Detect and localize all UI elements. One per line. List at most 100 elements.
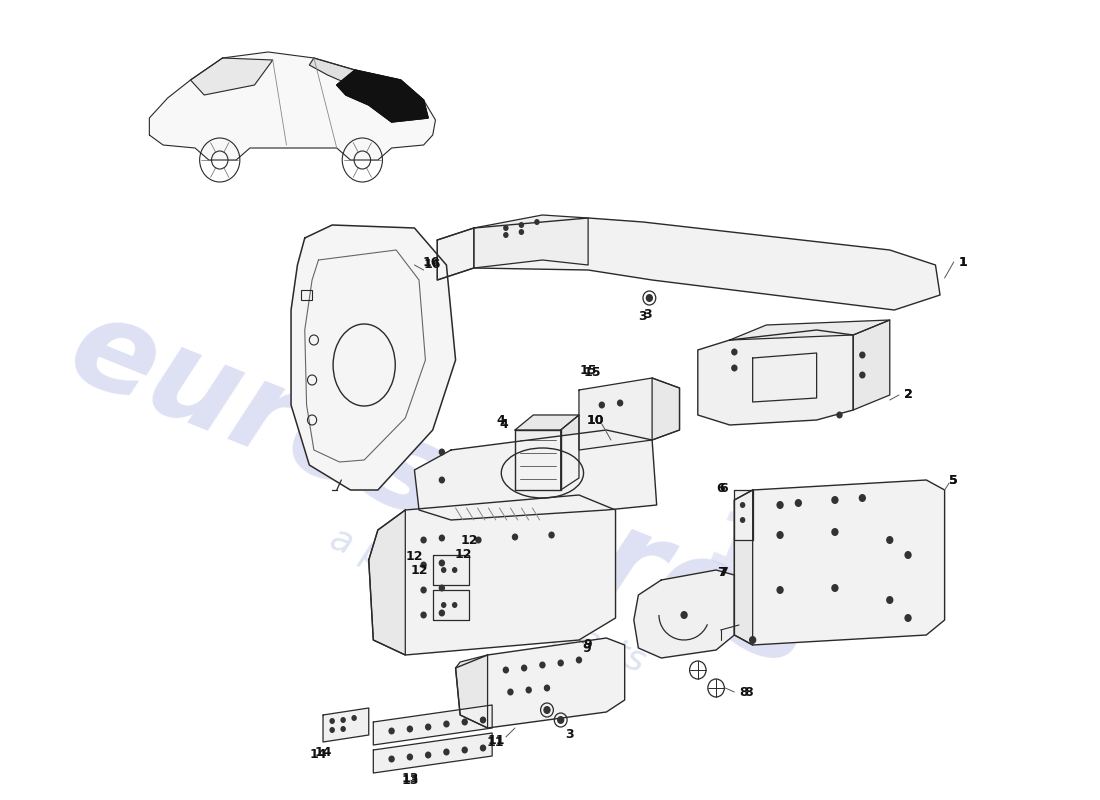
Circle shape	[749, 636, 757, 644]
Circle shape	[425, 751, 431, 758]
Circle shape	[420, 611, 427, 618]
Polygon shape	[515, 415, 579, 430]
Text: 4: 4	[499, 418, 508, 431]
Circle shape	[452, 602, 458, 608]
Polygon shape	[323, 708, 368, 742]
Circle shape	[535, 219, 540, 225]
Circle shape	[543, 685, 550, 691]
Circle shape	[425, 723, 431, 730]
Circle shape	[904, 551, 912, 559]
Circle shape	[558, 659, 564, 666]
Text: 9: 9	[582, 642, 591, 654]
Circle shape	[441, 602, 447, 608]
Circle shape	[904, 614, 912, 622]
Polygon shape	[634, 570, 735, 658]
Polygon shape	[579, 378, 680, 450]
Polygon shape	[515, 430, 561, 490]
Text: 16: 16	[422, 257, 440, 270]
Polygon shape	[368, 510, 405, 655]
Polygon shape	[438, 218, 940, 310]
Circle shape	[836, 411, 843, 418]
Text: 1: 1	[958, 255, 967, 269]
Circle shape	[475, 537, 482, 543]
Polygon shape	[697, 330, 854, 425]
Circle shape	[462, 718, 468, 726]
Circle shape	[480, 717, 486, 723]
Circle shape	[340, 726, 345, 732]
Circle shape	[441, 567, 447, 573]
Polygon shape	[474, 215, 588, 268]
Text: 12: 12	[455, 547, 473, 561]
Text: 12: 12	[461, 534, 478, 546]
Circle shape	[507, 689, 514, 695]
Circle shape	[832, 584, 838, 592]
Text: 13: 13	[402, 771, 419, 785]
Text: 3: 3	[565, 729, 574, 742]
Text: 11: 11	[486, 735, 504, 749]
Text: 6: 6	[716, 482, 725, 494]
Text: 12: 12	[406, 550, 424, 563]
Text: 10: 10	[586, 414, 604, 426]
Circle shape	[832, 496, 838, 504]
Circle shape	[887, 536, 893, 544]
Circle shape	[388, 755, 395, 762]
Circle shape	[543, 706, 551, 714]
Circle shape	[794, 499, 802, 507]
Circle shape	[462, 746, 468, 754]
Circle shape	[740, 517, 746, 523]
Polygon shape	[337, 70, 428, 122]
Circle shape	[443, 749, 450, 755]
Text: 3: 3	[644, 309, 652, 322]
Circle shape	[503, 666, 509, 674]
Circle shape	[439, 449, 446, 455]
Text: 16: 16	[424, 258, 441, 271]
Polygon shape	[309, 58, 373, 85]
Circle shape	[740, 502, 746, 508]
Circle shape	[407, 754, 414, 761]
Circle shape	[859, 351, 866, 358]
Polygon shape	[561, 415, 579, 490]
Text: 2: 2	[904, 389, 912, 402]
Circle shape	[503, 232, 508, 238]
Polygon shape	[455, 655, 487, 728]
Circle shape	[420, 586, 427, 594]
Text: 1: 1	[958, 255, 967, 269]
Polygon shape	[373, 733, 492, 773]
Circle shape	[777, 501, 783, 509]
Circle shape	[329, 718, 334, 724]
Text: 4: 4	[497, 414, 506, 426]
Circle shape	[859, 494, 866, 502]
Circle shape	[439, 610, 446, 617]
Polygon shape	[432, 590, 470, 620]
Circle shape	[420, 537, 427, 543]
Circle shape	[681, 611, 688, 619]
Circle shape	[617, 399, 624, 406]
Bar	[301, 290, 312, 300]
Text: 1985: 1985	[695, 506, 920, 654]
Circle shape	[539, 662, 546, 669]
Circle shape	[351, 715, 356, 721]
Circle shape	[732, 349, 738, 355]
Text: 8: 8	[739, 686, 748, 698]
Circle shape	[518, 229, 524, 235]
Circle shape	[420, 562, 427, 569]
Circle shape	[557, 716, 564, 724]
Circle shape	[732, 365, 738, 371]
Text: 7: 7	[719, 566, 728, 578]
Text: 9: 9	[584, 638, 593, 651]
Circle shape	[646, 294, 653, 302]
Polygon shape	[652, 378, 680, 440]
Text: 6: 6	[719, 482, 728, 494]
Circle shape	[777, 586, 783, 594]
Circle shape	[518, 222, 524, 228]
Text: 8: 8	[744, 686, 752, 698]
Polygon shape	[735, 480, 945, 645]
Circle shape	[388, 727, 395, 734]
Text: 14: 14	[310, 749, 327, 762]
Text: 12: 12	[410, 563, 428, 577]
Polygon shape	[150, 52, 436, 160]
Circle shape	[859, 371, 866, 378]
Circle shape	[512, 534, 518, 541]
Polygon shape	[735, 490, 752, 645]
Text: 14: 14	[315, 746, 332, 758]
